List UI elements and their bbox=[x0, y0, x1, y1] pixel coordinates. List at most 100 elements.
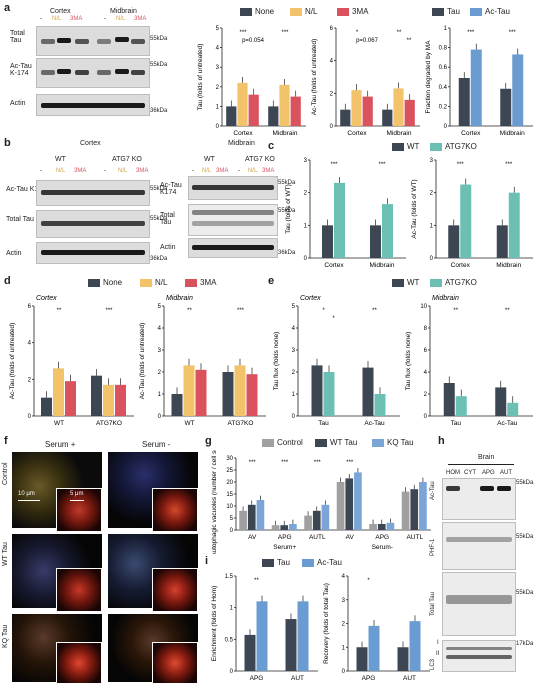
y-tick-label: 0 bbox=[342, 669, 346, 675]
blot-a-row-total-tau: Total Tau bbox=[10, 30, 25, 44]
bar bbox=[247, 504, 256, 530]
chart-g: Autophagic vacuoles (number / cell secti… bbox=[211, 450, 431, 554]
legend-swatch-nl bbox=[290, 8, 302, 16]
y-tick-label: 1 bbox=[444, 26, 448, 32]
bar bbox=[362, 367, 374, 416]
y-tick-label: 8 bbox=[424, 326, 428, 332]
micrograph-row-wt-tau: WT Tau bbox=[2, 542, 9, 566]
blot-a-lane-2: N/L bbox=[52, 16, 62, 22]
y-axis-label: Autophagic vacuoles (number / cell secti… bbox=[211, 450, 218, 554]
bar bbox=[312, 510, 321, 530]
y-tick-label: 3 bbox=[430, 158, 434, 164]
blot-h-mw-4: 17kDa bbox=[516, 641, 534, 647]
bar bbox=[304, 515, 312, 530]
bar bbox=[354, 472, 362, 530]
x-tick-label: Tau bbox=[318, 420, 329, 427]
y-tick-label: 6 bbox=[424, 348, 428, 354]
x-tick-label: Cortex bbox=[347, 130, 367, 137]
legend-label-tau-i: Tau bbox=[277, 558, 290, 567]
x-tick-label: Cortex bbox=[461, 130, 481, 137]
blot-b-midbrain-lane-6: 3MA bbox=[262, 168, 275, 174]
group-label: Serum- bbox=[372, 544, 393, 551]
significance-label: *** bbox=[314, 460, 322, 466]
blot-b-midbrain-mw-2: 55kDa bbox=[278, 208, 296, 214]
y-tick-label: 0 bbox=[304, 256, 308, 262]
significance-label: *** bbox=[509, 30, 517, 36]
y-axis-label: Ac-Tau (folds of WT) bbox=[411, 179, 418, 238]
blot-b-cortex-row-actin: Actin bbox=[6, 250, 22, 257]
bar bbox=[222, 372, 234, 416]
micrograph-col-serum-plus: Serum + bbox=[45, 440, 76, 449]
chart-a3: Fraction degraded by MA 0 0.2 0.4 0.6 0.8 1 Cor… bbox=[425, 26, 533, 137]
x-tick-label: WT bbox=[54, 420, 64, 427]
bar bbox=[496, 225, 508, 258]
micrograph-inset-2 bbox=[152, 488, 198, 532]
y-tick-label: 0 bbox=[292, 414, 296, 420]
bar bbox=[460, 184, 472, 258]
y-tick-label: 10 bbox=[420, 304, 427, 310]
panel-letter-c: c bbox=[268, 140, 275, 152]
bar bbox=[404, 99, 415, 126]
blot-h-lc3-mark-1: I bbox=[437, 640, 439, 646]
blot-h-mw-3: 55kDa bbox=[516, 590, 534, 596]
micrograph-row-kq-tau: KQ Tau bbox=[2, 624, 9, 648]
bar bbox=[323, 372, 335, 416]
bar bbox=[382, 109, 393, 126]
bar bbox=[369, 524, 377, 530]
y-tick-label: 1 bbox=[216, 104, 220, 110]
bar bbox=[311, 365, 323, 416]
bar bbox=[53, 368, 64, 416]
chart-a1: Tau (folds of untreated) 0 1 2 3 4 5 Cortex Midb… bbox=[197, 26, 306, 137]
legend-swatch-wt-c bbox=[392, 143, 404, 151]
bar bbox=[268, 106, 279, 126]
blot-b-midbrain-title: Midbrain bbox=[228, 140, 255, 147]
significance-label: *** bbox=[457, 162, 465, 168]
legend-label-none-d: None bbox=[103, 278, 123, 287]
chart-title: Midbrain bbox=[166, 295, 193, 302]
blot-h-mw-1: 55kDa bbox=[516, 480, 534, 486]
y-tick-label: 0.8 bbox=[439, 46, 448, 52]
y-tick-label: 0.6 bbox=[439, 65, 448, 71]
blot-b-cortex-title: Cortex bbox=[80, 140, 101, 147]
bar bbox=[336, 482, 345, 530]
micrograph-scalebar-inset bbox=[70, 500, 84, 501]
blot-a-mw-2: 55kDa bbox=[150, 62, 168, 68]
y-tick-label: 1 bbox=[292, 392, 296, 398]
bar bbox=[443, 383, 455, 416]
bar bbox=[370, 225, 381, 258]
legend-label-kqtau: KQ Tau bbox=[387, 438, 414, 447]
micrograph-scale-inset: 5 μm bbox=[70, 491, 84, 497]
blot-b-midbrain-actau-strip bbox=[188, 176, 278, 200]
significance-label: *** bbox=[105, 308, 113, 314]
blot-b-cortex-mw-1: 55kDa bbox=[150, 186, 168, 192]
bar bbox=[322, 225, 333, 258]
y-tick-label: 0 bbox=[330, 124, 334, 130]
legend-label-3ma-d: 3MA bbox=[200, 278, 217, 287]
blot-b-cortex-wt: WT bbox=[55, 156, 66, 163]
bar bbox=[397, 647, 409, 671]
bar bbox=[340, 109, 351, 126]
y-tick-label: 2 bbox=[430, 191, 434, 197]
x-tick-label: AV bbox=[346, 534, 355, 541]
micrograph-scale-main: 10 μm bbox=[18, 491, 35, 497]
legend-swatch-wt-e bbox=[392, 279, 404, 287]
significance-label: * bbox=[322, 308, 325, 314]
legend-label-control: Control bbox=[277, 438, 303, 447]
x-tick-label: APG bbox=[362, 675, 376, 682]
blot-h-lane-apg: APG bbox=[482, 470, 495, 476]
y-tick-label: 4 bbox=[342, 574, 346, 580]
y-tick-label: 1.5 bbox=[225, 574, 234, 580]
bar bbox=[234, 365, 246, 416]
significance-label: * bbox=[367, 578, 370, 584]
y-tick-label: 3 bbox=[216, 65, 220, 71]
blot-h-lc3-strip bbox=[442, 640, 516, 672]
x-tick-label: Midbrain bbox=[500, 130, 525, 137]
blot-b-midbrain-lane-5: N/L bbox=[248, 168, 258, 174]
legend-label-wt-c: WT bbox=[407, 142, 420, 151]
y-axis-label: Tau flux (folds none) bbox=[273, 332, 280, 391]
bar bbox=[458, 77, 470, 126]
bar bbox=[374, 394, 386, 416]
panel-letter-h: h bbox=[438, 435, 445, 447]
significance-label: p=0.054 bbox=[242, 38, 265, 44]
micrograph-inset-5 bbox=[56, 642, 102, 684]
